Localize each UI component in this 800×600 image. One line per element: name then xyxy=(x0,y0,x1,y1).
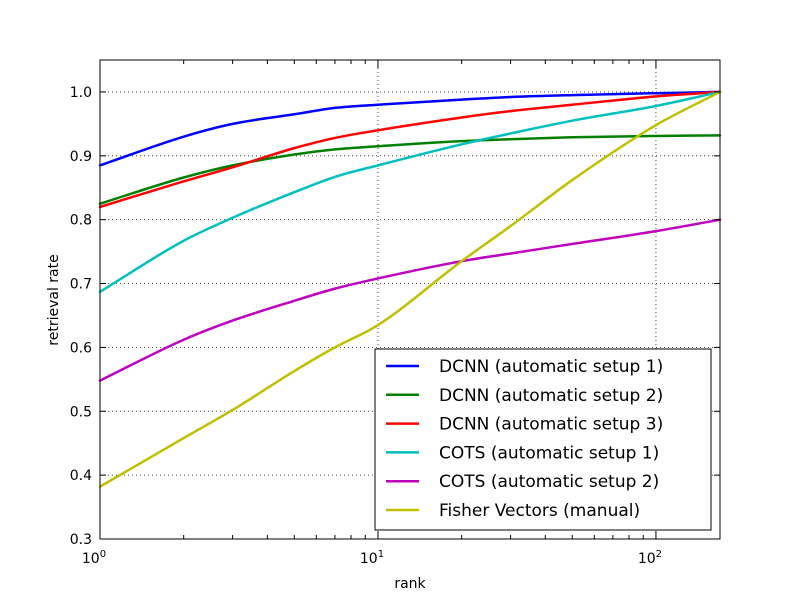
legend-label: DCNN (automatic setup 1) xyxy=(439,357,663,377)
legend: DCNN (automatic setup 1) DCNN (automatic … xyxy=(374,348,712,531)
y-tick-label: 0.6 xyxy=(70,340,92,356)
y-tick-label: 0.7 xyxy=(70,277,92,293)
y-axis-label: retrieval rate xyxy=(46,254,62,345)
y-tick-label: 0.3 xyxy=(70,532,92,548)
x-tick-label: 101 xyxy=(360,549,384,567)
series-lines xyxy=(98,90,722,488)
x-tick-label: 100 xyxy=(82,549,106,567)
series-line-3 xyxy=(98,90,722,209)
legend-label: DCNN (automatic setup 2) xyxy=(439,386,663,406)
x-axis-label: rank xyxy=(394,576,426,592)
series-line-4 xyxy=(98,90,722,294)
y-tick-label: 0.9 xyxy=(70,149,92,165)
series-line-1 xyxy=(98,90,722,167)
axis-ticks: 0.3 0.4 0.5 0.6 0.7 0.8 0.9 1.0 100 101 102 xyxy=(70,60,720,567)
x-tick-label: 102 xyxy=(638,549,662,567)
series-line-6 xyxy=(98,90,722,488)
y-tick-label: 0.8 xyxy=(70,213,92,229)
legend-box xyxy=(374,348,712,531)
series-line-5 xyxy=(98,218,722,382)
y-tick-label: 0.4 xyxy=(70,468,92,484)
legend-label: COTS (automatic setup 2) xyxy=(439,472,659,492)
legend-label: DCNN (automatic setup 3) xyxy=(439,415,663,435)
legend-label: COTS (automatic setup 1) xyxy=(439,443,659,463)
plot-area-frame xyxy=(99,59,721,540)
series-line-2 xyxy=(98,134,722,205)
y-tick-label: 1.0 xyxy=(70,85,92,101)
y-tick-label: 0.5 xyxy=(70,404,92,420)
legend-label: Fisher Vectors (manual) xyxy=(439,501,640,521)
